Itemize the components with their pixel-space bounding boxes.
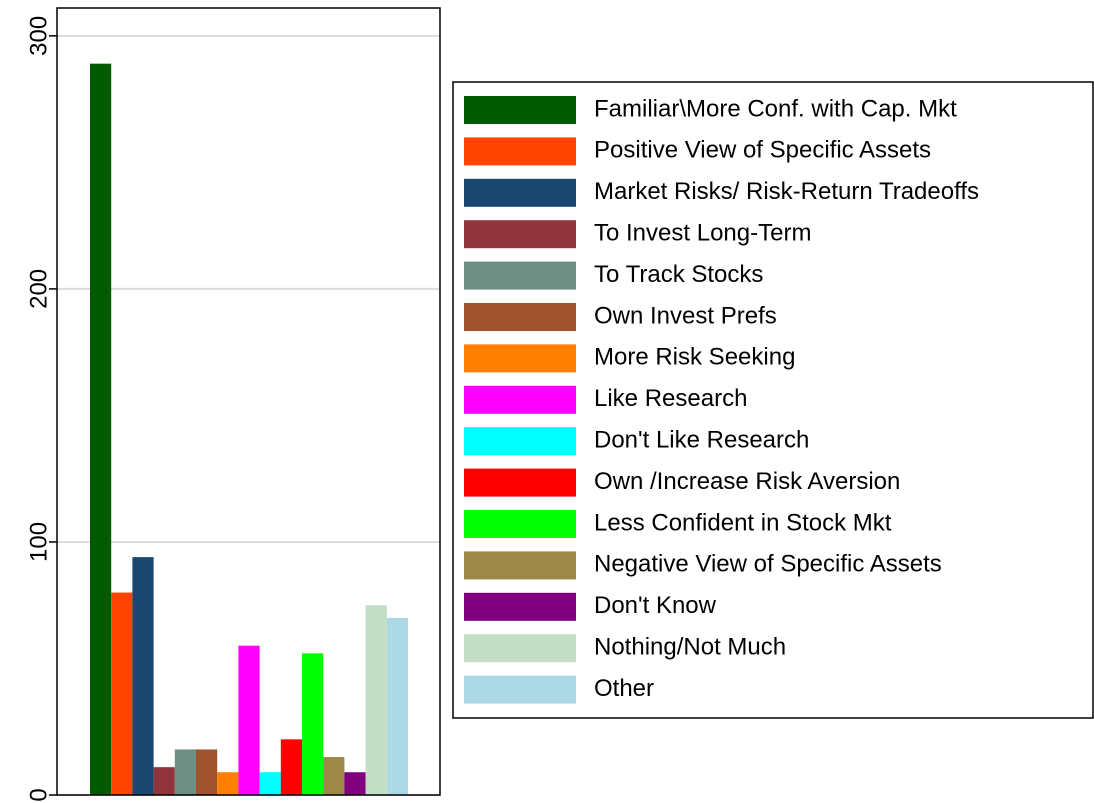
bar [174, 749, 196, 795]
legend-swatch [464, 634, 576, 663]
legend-label: Less Confident in Stock Mkt [594, 509, 892, 536]
y-tick-label: 200 [25, 269, 52, 309]
y-tick-label: 300 [25, 16, 52, 56]
plot-frame [56, 7, 441, 796]
legend-swatch [464, 592, 576, 621]
legend-swatch [464, 675, 576, 704]
bar [90, 63, 112, 796]
legend-label: Own Invest Prefs [594, 302, 777, 329]
bar [153, 767, 175, 795]
legend-label: Positive View of Specific Assets [594, 137, 931, 164]
bar [259, 772, 281, 795]
legend-label: Other [594, 675, 654, 702]
legend-swatch [464, 510, 576, 538]
legend-label: Don't Like Research [594, 427, 809, 454]
legend-label: Negative View of Specific Assets [594, 551, 942, 578]
legend-label: Like Research [594, 385, 747, 412]
legend-swatch [464, 303, 576, 331]
bar [238, 645, 260, 795]
legend-swatch [464, 137, 576, 166]
bar [132, 557, 154, 795]
legend-label: Market Risks/ Risk-Return Tradeoffs [594, 178, 979, 205]
bar [386, 617, 408, 795]
legend-label: To Track Stocks [594, 261, 763, 288]
bar [365, 605, 387, 795]
bar [280, 739, 302, 795]
legend-swatch [464, 96, 576, 124]
legend-swatch [464, 427, 576, 456]
legend-label: Nothing/Not Much [594, 634, 786, 661]
legend-label: More Risk Seeking [594, 344, 795, 371]
bar [111, 592, 133, 795]
y-tick-label: 0 [25, 788, 52, 801]
bar [196, 749, 218, 795]
bar [217, 772, 239, 795]
legend-swatch [464, 261, 576, 290]
legend-swatch [464, 551, 576, 580]
bar [344, 772, 366, 795]
legend-label: Don't Know [594, 592, 717, 619]
legend-swatch [464, 220, 576, 249]
bar [302, 653, 324, 795]
legend-label: Own /Increase Risk Aversion [594, 468, 900, 495]
legend-label: Familiar\More Conf. with Cap. Mkt [594, 95, 957, 122]
legend-swatch [464, 344, 576, 373]
y-tick-label: 100 [25, 522, 52, 562]
legend-swatch [464, 385, 576, 414]
legend-swatch [464, 178, 576, 207]
bar [323, 757, 345, 795]
legend-label: To Invest Long-Term [594, 220, 811, 247]
legend-swatch [464, 468, 576, 497]
